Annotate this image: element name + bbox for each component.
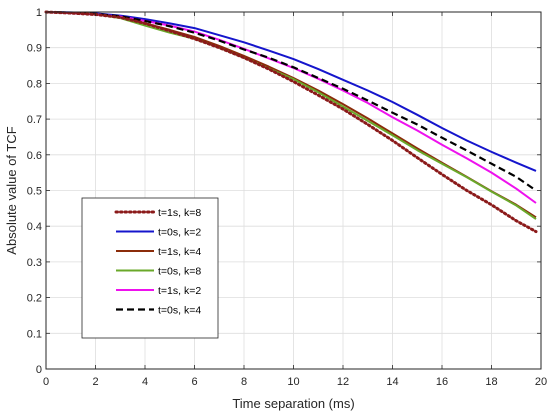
x-tick-label: 20 [535,376,547,388]
x-tick-label: 16 [436,376,448,388]
x-tick-label: 12 [337,376,349,388]
series-lines [44,10,538,234]
series-line-6 [45,10,537,192]
y-tick-label: 1 [36,7,42,19]
y-tick-label: 0 [36,364,42,376]
legend-label-5: t=1s, k=2 [158,285,201,297]
y-tick-label: 0.6 [27,150,42,162]
y-tick-label: 0.2 [27,293,42,305]
x-tick-label: 14 [386,376,398,388]
x-tick-label: 0 [43,376,49,388]
y-tick-label: 0.3 [27,257,42,269]
legend-label-1: t=1s, k=8 [158,207,201,219]
y-tick-label: 0.1 [27,328,42,340]
y-tick-label: 0.5 [27,186,42,198]
y-axis-label: Absolute value of TCF [4,126,19,254]
x-tick-label: 4 [142,376,148,388]
y-tick-label: 0.7 [27,114,42,126]
legend-label-2: t=0s, k=2 [158,227,201,239]
x-tick-label: 18 [485,376,497,388]
legend-box [81,197,219,339]
series-line-1 [44,10,538,234]
axis-ticks: 0 2 4 6 8 10 12 14 16 18 20 0 0.1 0.2 0.3 0.4 0.5 0.6 0.7 0… [27,7,547,388]
x-tick-label: 6 [191,376,197,388]
x-tick-label: 2 [92,376,98,388]
y-tick-label: 0.9 [27,43,42,55]
y-tick-label: 0.8 [27,78,42,90]
y-tick-label: 0.4 [27,221,42,233]
x-tick-label: 8 [241,376,247,388]
legend-label-6: t=0s, k=4 [158,305,201,317]
legend-label-4: t=0s, k=8 [158,266,201,278]
x-axis-label: Time separation (ms) [232,396,354,411]
legend: t=1s, k=8 t=0s, k=2 t=1s, k=4 t=0s, k=8 t=1s… [81,197,219,339]
x-tick-label: 10 [287,376,299,388]
legend-label-3: t=1s, k=4 [158,246,201,258]
